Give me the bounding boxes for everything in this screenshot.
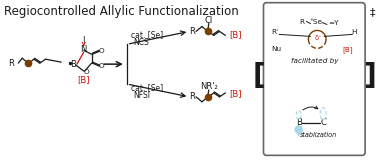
Text: [B]: [B]	[229, 89, 242, 98]
Text: Nu: Nu	[271, 46, 282, 52]
Text: [B]: [B]	[229, 30, 242, 39]
Text: C: C	[320, 118, 326, 127]
Text: =Y: =Y	[328, 20, 338, 27]
Text: H: H	[352, 29, 357, 35]
Text: ]: ]	[363, 62, 376, 90]
Text: B: B	[296, 118, 302, 127]
Text: O: O	[99, 48, 104, 54]
Text: [B]: [B]	[342, 46, 353, 53]
Text: [B]: [B]	[77, 76, 90, 85]
Text: [: [	[253, 62, 265, 90]
Text: O: O	[84, 69, 90, 75]
Text: I: I	[82, 36, 85, 45]
Text: O: O	[99, 63, 104, 69]
Text: N: N	[81, 45, 87, 54]
Text: R: R	[9, 59, 14, 68]
Text: Regiocontrolled Allylic Functionalization: Regiocontrolled Allylic Functionalizatio…	[4, 5, 239, 18]
Text: R: R	[189, 27, 195, 36]
Text: ‡: ‡	[370, 8, 375, 18]
Text: NFSI: NFSI	[133, 91, 150, 100]
Text: R: R	[189, 92, 195, 101]
Text: δ⁻: δ⁻	[314, 35, 322, 41]
Text: ⁺Se: ⁺Se	[310, 19, 323, 24]
PathPatch shape	[296, 130, 302, 137]
FancyArrowPatch shape	[303, 106, 318, 110]
Text: facilitated by: facilitated by	[291, 58, 338, 64]
Text: NR'₂: NR'₂	[200, 82, 218, 91]
Text: stablization: stablization	[300, 132, 337, 137]
Text: cat. [Se]: cat. [Se]	[131, 30, 163, 39]
Text: R': R'	[271, 29, 279, 35]
Text: R: R	[299, 19, 305, 24]
Ellipse shape	[296, 111, 301, 119]
Text: NCS: NCS	[133, 38, 149, 47]
Text: B: B	[70, 60, 76, 69]
Text: cat. [Se]: cat. [Se]	[131, 83, 163, 92]
Ellipse shape	[320, 108, 326, 120]
Circle shape	[295, 126, 302, 133]
Text: Cl: Cl	[204, 16, 213, 25]
FancyBboxPatch shape	[263, 3, 365, 155]
